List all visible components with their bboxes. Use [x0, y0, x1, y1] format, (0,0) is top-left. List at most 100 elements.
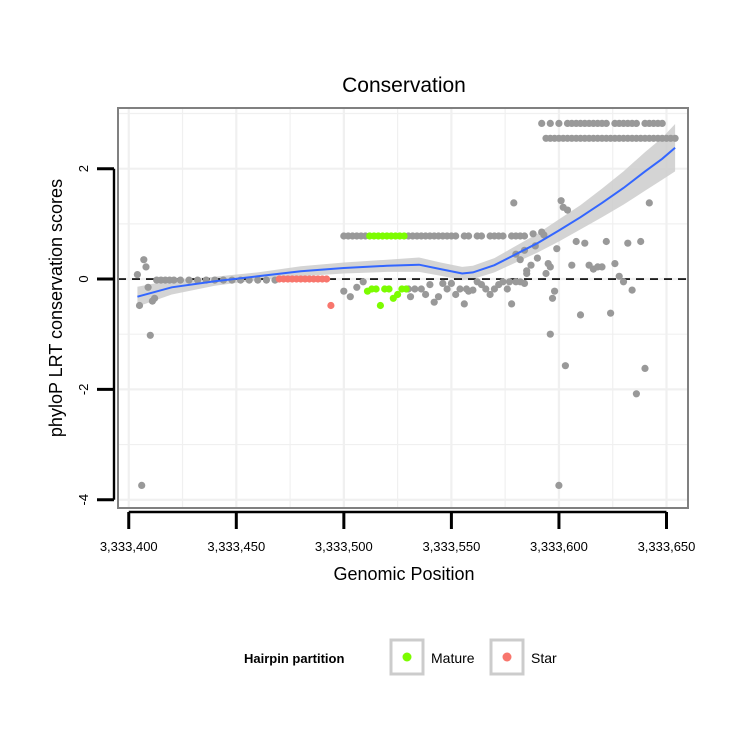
data-point-other [439, 279, 447, 287]
data-point-other [176, 276, 184, 284]
data-point-other [486, 290, 494, 299]
x-tick-label: 3,333,550 [422, 539, 480, 554]
data-point-other [546, 263, 554, 271]
data-point-other [641, 364, 649, 372]
data-point-other [469, 286, 477, 294]
data-point-other [456, 285, 464, 293]
data-point-other [346, 293, 354, 301]
smooth-curve [137, 146, 676, 298]
x-tick-label: 3,333,450 [207, 539, 265, 554]
data-point-other [527, 261, 535, 269]
data-point-other [465, 232, 473, 240]
data-point-mature [394, 290, 402, 299]
data-point-other [508, 300, 516, 308]
data-point-other [144, 283, 152, 291]
data-point-other [426, 281, 434, 289]
y-axis-title: phyloP LRT conservation scores [46, 179, 66, 437]
data-point-other [602, 119, 610, 127]
data-point-other [540, 231, 548, 239]
data-point-other [555, 119, 563, 127]
data-point-other [499, 232, 507, 240]
legend-key-mature [389, 638, 425, 676]
data-point-other [523, 267, 531, 275]
data-point-other [607, 309, 615, 317]
data-point-other [546, 330, 554, 338]
data-point-other [490, 285, 498, 293]
data-point-other [658, 119, 666, 127]
smooth-curve-layer [137, 146, 676, 298]
data-point-other [520, 232, 529, 240]
data-point-other [557, 197, 565, 205]
x-tick-label: 3,333,500 [315, 539, 373, 554]
x-axis: 3,333,400 3,333,450 3,333,500 3,333,550 3,33… [100, 510, 696, 554]
plot-border [117, 107, 689, 509]
y-tick-label: 0 [76, 275, 91, 282]
data-point-other [572, 237, 580, 246]
data-point-other [529, 230, 537, 238]
data-point-other [359, 278, 367, 286]
data-point-other [452, 232, 460, 240]
data-point-other [135, 301, 144, 310]
series-star [275, 275, 335, 310]
x-tick-label: 3,333,650 [638, 539, 696, 554]
data-point-other [340, 287, 348, 295]
data-point-mature [385, 285, 393, 293]
data-point-other [671, 134, 679, 142]
data-point-other [417, 285, 425, 293]
legend-label-star: Star [531, 650, 557, 666]
data-point-other [548, 294, 557, 302]
data-point-other [546, 119, 554, 127]
data-point-other [254, 276, 262, 284]
data-point-other [430, 298, 438, 306]
data-point-other [581, 239, 589, 247]
data-point-mature [402, 285, 410, 293]
data-point-other [140, 256, 148, 264]
x-axis-title: Genomic Position [333, 564, 474, 584]
data-point-other [561, 362, 570, 370]
legend-label-mature: Mature [431, 650, 475, 666]
chart-title: Conservation [342, 74, 466, 97]
x-tick-label: 3,333,600 [530, 539, 588, 554]
data-point-other [505, 278, 514, 286]
data-point-other [138, 481, 146, 489]
data-point-other [619, 278, 628, 286]
data-point-other [542, 269, 550, 278]
data-point-other [477, 281, 486, 289]
data-point-other [482, 285, 490, 293]
data-point-other [460, 300, 468, 308]
data-point-other [146, 331, 154, 339]
data-point-other [411, 285, 419, 293]
data-point-other [185, 276, 193, 284]
data-point-other [553, 245, 561, 253]
data-point-other [602, 237, 610, 246]
data-point-other [170, 276, 178, 284]
data-point-other [503, 285, 511, 293]
legend-marker-star [502, 652, 512, 662]
data-point-other [499, 278, 507, 286]
data-point-other [645, 199, 653, 207]
data-point-other [632, 119, 641, 127]
data-point-other [555, 481, 563, 489]
data-point-other [510, 199, 518, 207]
data-point-other [576, 311, 585, 319]
data-point-other [628, 286, 636, 294]
data-point-other [563, 206, 572, 214]
data-point-other [422, 290, 430, 299]
data-point-other [353, 283, 361, 291]
grid-lines [118, 108, 688, 508]
data-point-other [133, 271, 141, 279]
y-tick-label: 2 [76, 165, 91, 172]
data-point-star [323, 275, 331, 283]
data-point-other [194, 276, 202, 284]
data-point-mature [400, 232, 408, 240]
data-point-other [538, 119, 546, 127]
data-point-mature [372, 285, 380, 293]
data-point-other [452, 290, 460, 299]
data-point-other [598, 263, 606, 271]
data-point-other [443, 285, 451, 293]
data-point-other [262, 276, 270, 284]
legend-title: Hairpin partition [244, 651, 344, 666]
data-point-other [615, 272, 623, 280]
data-point-other [477, 232, 486, 240]
